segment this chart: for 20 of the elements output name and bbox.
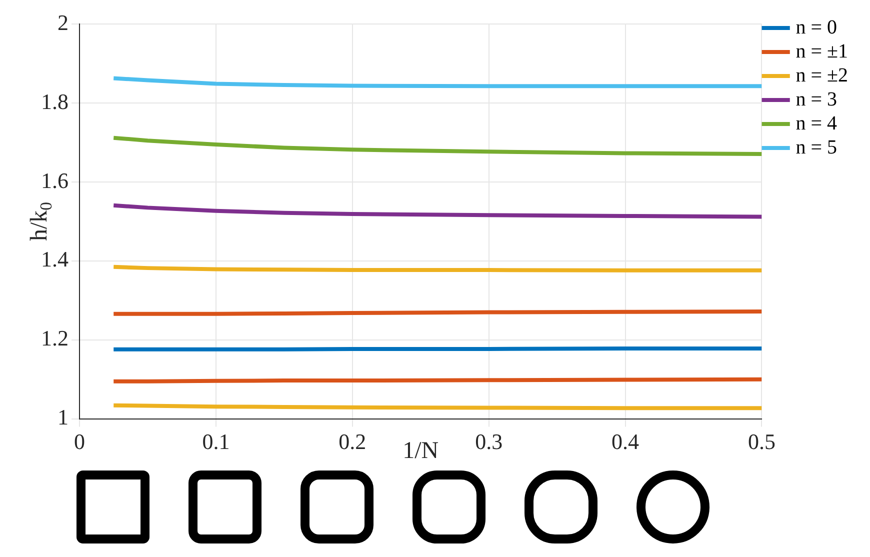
x-tick-label: 0.5 — [748, 428, 776, 454]
legend-label: n = 5 — [796, 136, 838, 158]
legend-label: n = 4 — [796, 112, 838, 134]
x-tick-label: 0 — [74, 428, 85, 454]
y-tick-label: 1.6 — [41, 168, 68, 193]
legend-label: n = ±1 — [796, 40, 848, 62]
y-tick-label: 1.2 — [41, 326, 68, 351]
y-tick-label: 1 — [58, 404, 68, 430]
x-tick-label: 0.2 — [338, 428, 366, 454]
legend-label: n = 3 — [796, 88, 838, 110]
legend-label: n = ±2 — [796, 64, 848, 86]
x-tick-label: 0.4 — [612, 428, 640, 454]
x-tick-label: 0.3 — [475, 428, 503, 454]
y-tick-label: 1.4 — [41, 246, 68, 272]
y-axis-title: h/k0 — [26, 202, 56, 242]
y-tick-label: 2 — [58, 10, 68, 35]
x-tick-label: 0.1 — [202, 428, 230, 454]
y-tick-label: 1.8 — [41, 88, 68, 114]
legend-label: n = 0 — [796, 16, 838, 38]
x-axis-title: 1/N — [402, 438, 439, 464]
